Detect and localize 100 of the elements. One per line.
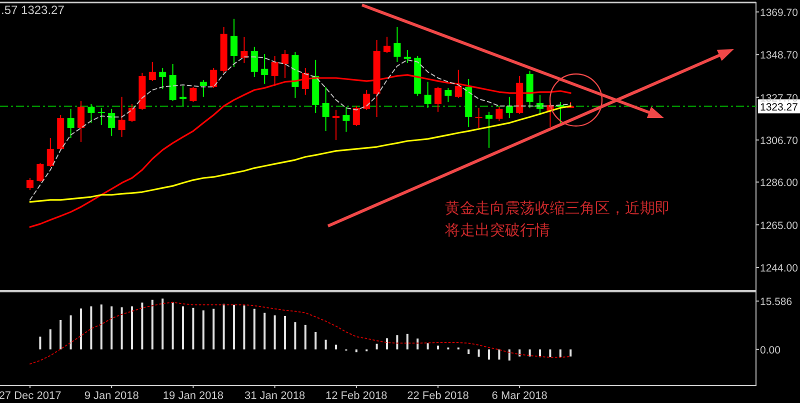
y-tick-label: 1286.00 — [760, 177, 798, 190]
candlestick — [352, 106, 360, 126]
candlestick — [200, 80, 207, 98]
bar — [212, 308, 215, 350]
candlestick — [434, 86, 442, 112]
candlestick — [342, 106, 350, 132]
candlestick — [159, 68, 166, 90]
candlestick — [98, 107, 105, 126]
candlestick — [363, 89, 370, 110]
bar — [406, 334, 408, 350]
bar — [172, 302, 174, 350]
bar — [90, 306, 92, 350]
bar — [151, 300, 154, 350]
candlestick — [190, 86, 197, 102]
candlestick — [384, 36, 390, 54]
x-tick-label: 9 Jan 2018 — [84, 390, 139, 402]
candlestick — [496, 106, 503, 122]
bar — [335, 344, 337, 350]
bar — [528, 349, 531, 356]
y-tick-label: 15.586 — [760, 296, 792, 308]
candlestick — [210, 68, 218, 88]
candlestick — [26, 178, 34, 190]
bar — [100, 304, 102, 350]
candlestick — [282, 49, 288, 78]
candlestick — [180, 85, 186, 107]
bar — [294, 322, 296, 350]
bar — [264, 312, 266, 350]
candlestick — [475, 107, 482, 128]
bar — [222, 304, 225, 350]
candlestick — [46, 137, 54, 168]
bar — [274, 315, 276, 350]
candlestick — [261, 54, 268, 84]
bar — [192, 308, 194, 350]
candlestick — [536, 94, 544, 116]
bar — [426, 343, 429, 350]
bar — [416, 338, 419, 350]
bar — [559, 349, 562, 358]
bar — [80, 308, 82, 350]
bar — [488, 349, 490, 360]
bar — [478, 349, 480, 357]
candlestick — [88, 104, 95, 124]
bar — [386, 338, 388, 350]
bar — [437, 346, 439, 350]
bar — [570, 349, 572, 356]
candlestick — [332, 109, 340, 140]
candlestick — [78, 100, 84, 143]
bar — [396, 335, 398, 350]
annotation: .57 1323.27 — [1, 3, 65, 17]
candlestick — [128, 104, 136, 122]
bar — [233, 304, 235, 350]
bar — [284, 316, 286, 350]
candlestick — [230, 18, 238, 68]
bar — [508, 349, 510, 361]
y-tick-label: 1244.00 — [760, 262, 798, 274]
candlestick — [36, 162, 44, 182]
candlestick — [250, 46, 258, 78]
y-tick-label: 1348.70 — [760, 50, 798, 62]
candlestick — [404, 49, 411, 64]
bar — [60, 320, 62, 350]
candlestick — [240, 36, 248, 64]
bar — [120, 307, 123, 350]
bar — [243, 305, 246, 350]
bar — [549, 349, 552, 358]
bar — [182, 306, 184, 350]
bar — [131, 306, 133, 350]
bar — [49, 329, 52, 350]
bar — [162, 298, 164, 350]
bar — [376, 344, 378, 350]
candlestick — [118, 96, 126, 138]
bar — [355, 349, 358, 352]
candlestick — [67, 108, 74, 138]
candlestick — [444, 87, 452, 102]
x-tick-label: 12 Feb 2018 — [326, 390, 388, 402]
bar — [39, 336, 42, 350]
candlestick — [424, 81, 432, 108]
y-tick-label: 1265.00 — [760, 220, 798, 232]
y-tick-label: 1369.70 — [760, 6, 798, 19]
bar — [253, 308, 256, 350]
candlestick — [322, 86, 330, 132]
candlestick — [108, 108, 116, 136]
candlestick — [148, 61, 156, 82]
y-tick-label: 0.00 — [760, 344, 781, 356]
bar — [314, 332, 317, 350]
bar — [304, 324, 306, 350]
candlestick — [506, 96, 513, 119]
x-tick-label: 22 Feb 2018 — [407, 390, 469, 402]
candlestick — [394, 26, 401, 62]
bar — [202, 310, 204, 350]
bar — [110, 306, 113, 350]
candlestick — [486, 111, 492, 148]
y-tick-label: 1306.70 — [760, 134, 798, 147]
bar — [324, 340, 327, 350]
bar — [468, 349, 470, 354]
bar — [70, 315, 72, 350]
annotation: 黄金走向震荡收缩三角区，近期即将走出突破行情 — [445, 198, 671, 241]
line-series — [30, 302, 572, 364]
x-tick-label: 31 Jan 2018 — [244, 390, 306, 402]
bar — [141, 302, 144, 350]
bar — [498, 349, 500, 360]
x-tick-label: 6 Mar 2018 — [492, 390, 548, 402]
